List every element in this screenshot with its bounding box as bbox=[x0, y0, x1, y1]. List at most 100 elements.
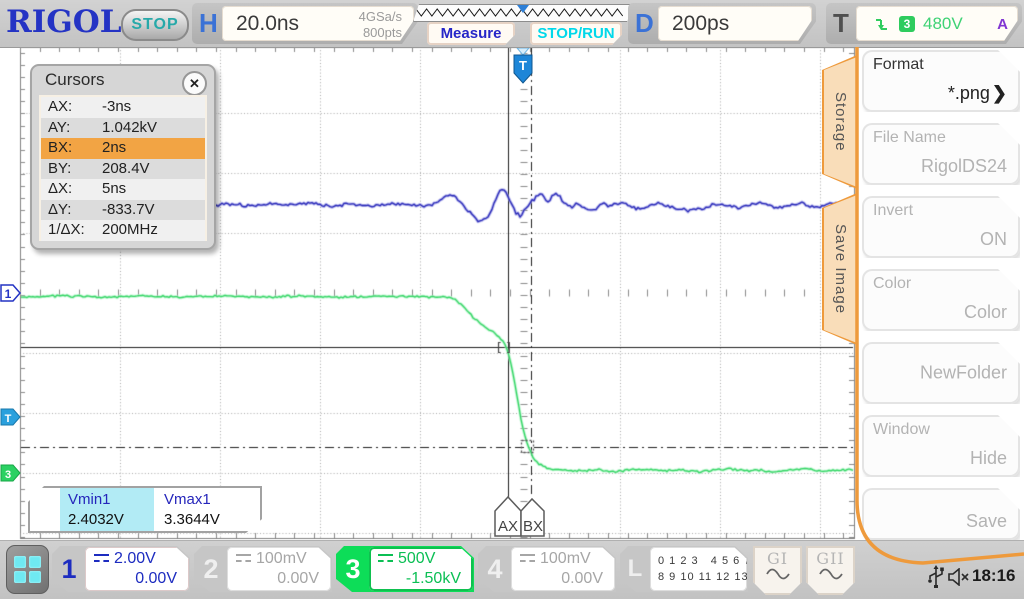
close-icon[interactable]: ✕ bbox=[182, 71, 207, 96]
menu-button-value: ON bbox=[980, 229, 1007, 249]
sample-rate: 4GSa/s 800pts bbox=[359, 9, 402, 40]
trigger-label: T bbox=[833, 8, 849, 38]
channel-2-button[interactable]: 2 100mV 0.00V bbox=[194, 546, 332, 592]
trigger-level-value: 480V bbox=[923, 13, 963, 33]
menu-button-value: NewFolder bbox=[919, 362, 1007, 383]
tab-storage[interactable]: Storage bbox=[822, 55, 857, 189]
cursor-row-label: ΔY: bbox=[48, 200, 72, 218]
trigger-mode: A bbox=[997, 16, 1008, 33]
menu-button-file-name[interactable]: File Name RigolDS24 bbox=[862, 123, 1020, 185]
channel-number: 4 bbox=[487, 553, 503, 584]
cursor-row-bx-selected[interactable]: BX: 2ns bbox=[41, 138, 205, 159]
menu-button-label: File Name bbox=[873, 129, 946, 146]
measure-button[interactable]: Measure bbox=[427, 22, 515, 45]
horizontal-label: H bbox=[199, 8, 218, 38]
channel-offset: -1.50kV bbox=[405, 570, 461, 587]
menu-grid-button[interactable] bbox=[6, 545, 49, 594]
rigol-logo: RIGOL bbox=[6, 4, 122, 40]
cursor-row-value: 1.042kV bbox=[102, 118, 158, 136]
cursor-row-label: ΔX: bbox=[48, 180, 73, 197]
menu-button-value: *.png ❯ bbox=[947, 83, 1007, 103]
cursor-readout-list: AX: -3ns AY: 1.042kV BX: 2ns BY: 208.4V ΔX: 5… bbox=[39, 95, 207, 241]
menu-button-value: RigolDS24 bbox=[920, 156, 1007, 176]
dc-coupling-icon bbox=[236, 554, 251, 563]
menu-button-format[interactable]: Format *.png ❯ bbox=[862, 50, 1020, 112]
cursor-row-label: AY: bbox=[48, 118, 71, 136]
channel-offset: 0.00V bbox=[277, 570, 319, 587]
sine-wave-icon bbox=[819, 568, 843, 580]
trigger-source-badge: 3 bbox=[899, 16, 915, 32]
channel-1-button[interactable]: 1 2.00V 0.00V bbox=[52, 546, 190, 592]
channel-number: 3 bbox=[345, 553, 361, 584]
cursor-row-value: 5ns bbox=[102, 180, 127, 197]
channel-scale: 500V bbox=[378, 550, 435, 568]
digital-label: L bbox=[627, 555, 643, 582]
menu-button-value: Save bbox=[965, 511, 1007, 531]
menu-button-save[interactable]: Save bbox=[862, 488, 1020, 540]
measurement-value: 3.3644V bbox=[164, 511, 220, 528]
delay-box: 200ps bbox=[658, 6, 812, 41]
channel-scale: 100mV bbox=[236, 550, 307, 568]
generator-1-button[interactable]: GI bbox=[753, 546, 802, 595]
cursor-row-label: AX: bbox=[48, 98, 73, 115]
menu-button-invert[interactable]: Invert ON bbox=[862, 196, 1020, 258]
run-state-badge: STOP bbox=[121, 9, 189, 41]
dc-coupling-icon bbox=[378, 554, 393, 563]
usb-icon bbox=[928, 565, 944, 588]
measurement-name[interactable]: Vmax1 bbox=[164, 491, 211, 508]
menu-button-value: Hide bbox=[969, 448, 1007, 468]
cursor-row-ay: AY: 1.042kV bbox=[41, 117, 205, 138]
trigger-box: 3 480V A bbox=[856, 6, 1018, 41]
channel-readout: 100mV 0.00V bbox=[227, 547, 331, 591]
channel-scale: 100mV bbox=[520, 550, 591, 568]
cursor-row-label: BY: bbox=[48, 159, 72, 177]
digital-readout: 0 1 2 3 4 5 6 7 8 9 10 11 12 13 14 15 bbox=[650, 547, 747, 591]
menu-button-label: Format bbox=[873, 56, 924, 73]
cursors-panel: Cursors ✕ AX: -3ns AY: 1.042kV BX: 2ns BY: 2… bbox=[30, 64, 216, 250]
falling-edge-icon bbox=[874, 16, 891, 32]
speaker-muted-icon bbox=[948, 568, 969, 586]
generator-label: GII bbox=[816, 549, 845, 568]
trigger-group[interactable]: T 3 480V A bbox=[826, 3, 1022, 44]
digital-row-1: 0 1 2 3 4 5 6 7 bbox=[658, 554, 752, 567]
menu-button-label: Window bbox=[873, 421, 930, 438]
cursor-row-value: 2ns bbox=[102, 139, 127, 156]
menu-button-color[interactable]: Color Color bbox=[862, 269, 1020, 331]
cursor-row-dx: ΔX: 5ns bbox=[41, 179, 205, 200]
stop-run-button[interactable]: STOP/RUN bbox=[530, 22, 622, 45]
menu-button-new-folder[interactable]: NewFolder bbox=[862, 342, 1020, 404]
channel-number: 2 bbox=[203, 553, 219, 584]
cursor-row-ax: AX: -3ns bbox=[41, 97, 205, 118]
channel-3-button[interactable]: 3 500V -1.50kV bbox=[336, 546, 474, 592]
tab-storage-label: Storage bbox=[832, 92, 849, 152]
dc-coupling-icon bbox=[94, 554, 109, 563]
generator-label: GI bbox=[766, 549, 789, 568]
delay-value: 200ps bbox=[672, 12, 730, 35]
horizontal-timebase-group[interactable]: H 20.0ns 4GSa/s 800pts bbox=[192, 3, 418, 44]
channel-4-button[interactable]: 4 100mV 0.00V bbox=[478, 546, 616, 592]
measurement-name[interactable]: Vmin1 bbox=[68, 491, 111, 508]
digital-channels-button[interactable]: L 0 1 2 3 4 5 6 7 8 9 10 11 12 13 14 15 bbox=[620, 546, 748, 592]
channel-scale: 2.00V bbox=[94, 550, 156, 568]
menu-grid-icon bbox=[14, 556, 41, 583]
menu-button-window[interactable]: Window Hide bbox=[862, 415, 1020, 477]
cursor-row-by: BY: 208.4V bbox=[41, 158, 205, 179]
delay-group[interactable]: D 200ps bbox=[628, 3, 816, 44]
memory-trigger-position-icon bbox=[517, 5, 529, 13]
timebase-box: 20.0ns 4GSa/s 800pts bbox=[222, 6, 414, 41]
dc-coupling-icon bbox=[520, 554, 535, 563]
cursors-panel-title: Cursors bbox=[45, 70, 105, 89]
tab-save-image[interactable]: Save Image bbox=[822, 193, 857, 345]
channel-offset: 0.00V bbox=[135, 570, 177, 587]
measurement-results-box: Vmin1 2.4032V Vmax1 3.3644V bbox=[28, 486, 262, 533]
channel-readout: 100mV 0.00V bbox=[511, 547, 615, 591]
measurement-value: 2.4032V bbox=[68, 511, 124, 528]
sample-rate-value: 4GSa/s bbox=[358, 9, 402, 24]
generator-2-button[interactable]: GII bbox=[806, 546, 855, 595]
cursor-row-value: -3ns bbox=[102, 98, 132, 115]
menu-button-label: Invert bbox=[873, 202, 914, 219]
cursor-row-freq: 1/ΔX: 200MHz bbox=[41, 220, 205, 241]
cursor-row-value: 208.4V bbox=[102, 159, 150, 177]
memory-depth-value: 800pts bbox=[362, 24, 402, 40]
